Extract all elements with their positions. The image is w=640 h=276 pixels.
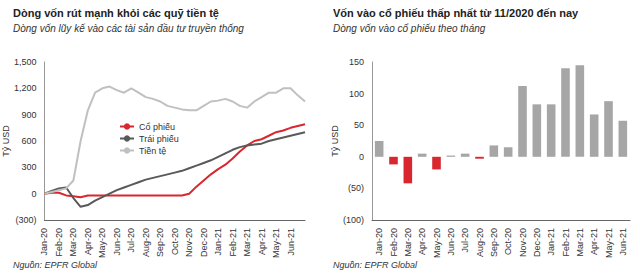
svg-text:150: 150 bbox=[349, 57, 364, 67]
svg-text:Jul-20: Jul-20 bbox=[460, 228, 470, 253]
svg-text:Jun-20: Jun-20 bbox=[112, 228, 122, 256]
svg-text:Jan-20: Jan-20 bbox=[39, 228, 49, 256]
svg-text:Nguồn: EPFR Global: Nguồn: EPFR Global bbox=[13, 260, 98, 270]
svg-text:1,500: 1,500 bbox=[14, 57, 37, 67]
svg-text:May-21: May-21 bbox=[271, 228, 281, 258]
svg-text:Feb-21: Feb-21 bbox=[561, 228, 571, 257]
svg-text:300: 300 bbox=[21, 162, 36, 172]
svg-text:Mar-20: Mar-20 bbox=[403, 228, 413, 257]
svg-text:Sep-20: Sep-20 bbox=[155, 228, 165, 257]
svg-text:Jan-21: Jan-21 bbox=[546, 228, 556, 256]
svg-text:Dec-20: Dec-20 bbox=[199, 228, 209, 257]
svg-text:Jun-21: Jun-21 bbox=[286, 228, 296, 256]
svg-text:(300): (300) bbox=[15, 215, 36, 225]
svg-text:Feb-20: Feb-20 bbox=[54, 228, 64, 257]
svg-text:Apr-20: Apr-20 bbox=[417, 228, 427, 255]
svg-text:Jun-21: Jun-21 bbox=[618, 228, 628, 256]
svg-text:100: 100 bbox=[349, 89, 364, 99]
svg-text:Apr-21: Apr-21 bbox=[589, 228, 599, 255]
svg-text:Tiền tệ: Tiền tệ bbox=[139, 146, 166, 156]
svg-text:Nov-20: Nov-20 bbox=[518, 228, 528, 257]
svg-text:May-21: May-21 bbox=[604, 228, 614, 258]
svg-text:(50): (50) bbox=[348, 183, 364, 193]
svg-text:Dòng vốn vào cổ phiếu theo thá: Dòng vốn vào cổ phiếu theo tháng bbox=[333, 23, 486, 34]
svg-text:May-20: May-20 bbox=[97, 228, 107, 258]
svg-text:Jul-20: Jul-20 bbox=[126, 228, 136, 253]
svg-text:Tỷ USD: Tỷ USD bbox=[1, 125, 11, 157]
svg-text:Oct-20: Oct-20 bbox=[170, 228, 180, 255]
svg-text:Apr-21: Apr-21 bbox=[257, 228, 267, 255]
svg-text:Nov-20: Nov-20 bbox=[184, 228, 194, 257]
svg-text:50: 50 bbox=[354, 120, 364, 130]
svg-text:Feb-21: Feb-21 bbox=[228, 228, 238, 257]
svg-text:May-20: May-20 bbox=[432, 228, 442, 258]
svg-text:Apr-20: Apr-20 bbox=[83, 228, 93, 255]
svg-text:0: 0 bbox=[31, 189, 36, 199]
svg-text:Feb-20: Feb-20 bbox=[389, 228, 399, 257]
svg-text:900: 900 bbox=[21, 110, 36, 120]
svg-text:Cổ phiếu: Cổ phiếu bbox=[139, 122, 175, 132]
svg-text:Mar-20: Mar-20 bbox=[68, 228, 78, 257]
svg-text:Dec-20: Dec-20 bbox=[532, 228, 542, 257]
svg-text:Mar-21: Mar-21 bbox=[575, 228, 585, 257]
svg-text:Dòng vốn rút mạnh khỏi các quỹ: Dòng vốn rút mạnh khỏi các quỹ tiền tệ bbox=[13, 7, 219, 20]
svg-text:Vốn vào cổ phiếu thấp nhất từ: Vốn vào cổ phiếu thấp nhất từ 11/2020 đế… bbox=[333, 7, 579, 19]
svg-text:1,200: 1,200 bbox=[14, 83, 37, 93]
svg-text:Aug-20: Aug-20 bbox=[141, 228, 151, 257]
svg-text:Trái phiếu: Trái phiếu bbox=[139, 134, 179, 144]
svg-text:Tỷ USD: Tỷ USD bbox=[330, 125, 340, 157]
svg-text:Mar-21: Mar-21 bbox=[242, 228, 252, 257]
svg-text:Jun-20: Jun-20 bbox=[446, 228, 456, 256]
svg-text:Dòng vốn lũy kế vào các tài sả: Dòng vốn lũy kế vào các tài sản đầu tư t… bbox=[13, 23, 244, 34]
svg-text:Jan-21: Jan-21 bbox=[213, 228, 223, 256]
svg-text:Sep-20: Sep-20 bbox=[489, 228, 499, 257]
svg-text:Oct-20: Oct-20 bbox=[503, 228, 513, 255]
svg-text:(100): (100) bbox=[343, 215, 364, 225]
svg-text:Jan-20: Jan-20 bbox=[374, 228, 384, 256]
svg-text:Aug-20: Aug-20 bbox=[475, 228, 485, 257]
svg-text:0: 0 bbox=[359, 152, 364, 162]
svg-text:Nguồn: EPFR Global: Nguồn: EPFR Global bbox=[333, 260, 418, 270]
svg-text:600: 600 bbox=[21, 136, 36, 146]
